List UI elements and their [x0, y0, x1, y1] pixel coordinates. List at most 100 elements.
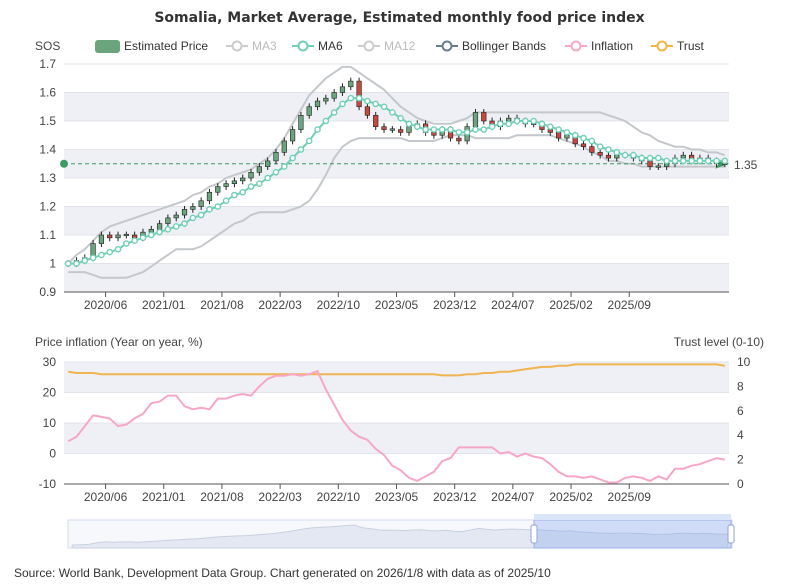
candle-body	[306, 106, 312, 116]
candle-body	[123, 233, 129, 237]
ma6-point	[222, 197, 230, 205]
ma6-point	[64, 260, 72, 267]
bollinger-lower-line	[68, 134, 725, 279]
y-tick-label: 1.5	[39, 114, 56, 128]
y-tick-label-right: 4	[737, 428, 744, 442]
ma6-point	[405, 120, 413, 128]
ma6-point	[704, 157, 712, 165]
candle	[181, 205, 188, 219]
ma6-point	[330, 109, 338, 116]
ma6-point	[247, 183, 255, 190]
candle	[98, 231, 105, 247]
candle-body	[256, 166, 262, 173]
ma6-point	[630, 151, 637, 159]
legend-label: Inflation	[591, 39, 633, 53]
zoom-handle-left[interactable]	[530, 524, 538, 544]
y-tick-label-right: 8	[737, 379, 744, 393]
candle-body	[298, 115, 304, 130]
candle-body	[348, 80, 354, 88]
y-tick-label: 1.1	[39, 228, 56, 242]
legend-item-bollinger-bands[interactable]: Bollinger Bands	[436, 39, 546, 53]
candle-body	[289, 129, 296, 142]
last-price-label: 1.35	[734, 158, 758, 172]
grid-band	[64, 92, 729, 121]
y-tick-label: 1	[49, 257, 56, 271]
y-tick-label-left: 0	[49, 447, 56, 461]
candle-body	[156, 223, 163, 230]
legend-item-ma12[interactable]: MA12	[358, 39, 416, 53]
legend-item-ma3[interactable]: MA3	[226, 39, 277, 53]
x-tick-label: 2025/02	[549, 298, 593, 312]
legend-item-inflation[interactable]: Inflation	[565, 39, 633, 53]
line-circle-icon	[363, 40, 375, 52]
zoom-handle-right[interactable]	[727, 524, 735, 544]
ma6-point	[430, 126, 438, 133]
candle-body	[364, 106, 371, 116]
candle-body	[273, 152, 279, 162]
y-tick-label-right: 0	[737, 477, 744, 491]
legend-item-ma6[interactable]: MA6	[292, 39, 343, 53]
rounded-rect-icon	[95, 40, 120, 53]
ma6-point	[463, 129, 471, 136]
candle	[597, 148, 603, 159]
x-tick-label: 2022/03	[258, 490, 302, 504]
candle-body	[115, 234, 121, 239]
x-tick-label: 2020/06	[84, 490, 128, 504]
ma6-point	[447, 126, 454, 133]
candle	[481, 109, 487, 125]
candle	[265, 157, 271, 171]
ma6-point	[455, 129, 463, 136]
candle	[456, 134, 462, 145]
ma6-point	[546, 123, 554, 130]
ma6-point	[156, 228, 163, 236]
candle	[580, 140, 587, 151]
ma6-point	[114, 245, 122, 253]
data-zoom-slider[interactable]	[67, 514, 735, 549]
candle-body	[481, 112, 487, 122]
x-tick-label: 2025/02	[549, 490, 593, 504]
candle-body	[406, 126, 412, 133]
candle-body	[339, 86, 346, 93]
candle	[281, 137, 287, 156]
zoom-move-bar[interactable]	[534, 514, 731, 520]
candle-body	[190, 206, 196, 210]
candle-body	[181, 209, 188, 216]
x-tick-label: 2022/03	[258, 298, 302, 312]
candle	[589, 143, 595, 156]
y-tick-label-left: 30	[43, 355, 57, 369]
candle-body	[356, 80, 362, 108]
legend-item-trust[interactable]: Trust	[651, 39, 705, 53]
candle	[289, 126, 296, 145]
ma6-point	[139, 234, 147, 242]
ma6-point	[272, 168, 280, 176]
candle	[107, 231, 113, 242]
x-tick-label: 2022/10	[317, 298, 361, 312]
zoom-selection[interactable]	[533, 519, 732, 549]
legend-label: Bollinger Bands	[462, 39, 546, 53]
ma6-point	[596, 143, 604, 150]
y-tick-label-right: 10	[737, 355, 751, 369]
candle-body	[107, 234, 113, 239]
candle	[348, 77, 354, 91]
candle-body	[165, 217, 171, 224]
legend-label: Trust	[677, 39, 705, 53]
ma6-point	[422, 126, 429, 133]
x-tick-label: 2024/07	[491, 298, 535, 312]
candle-body	[555, 132, 562, 139]
candle	[298, 111, 304, 133]
legend-item-estimated-price[interactable]: Estimated Price	[95, 39, 208, 53]
ma6-point	[538, 120, 546, 128]
ma6-point	[206, 206, 213, 213]
candle-body	[198, 200, 204, 207]
ma6-point	[638, 154, 646, 162]
chart-title: Somalia, Market Average, Estimated month…	[154, 10, 644, 26]
source-note: Source: World Bank, Development Data Gro…	[14, 566, 551, 580]
y-tick-label: 1.3	[39, 171, 56, 185]
ma6-point	[256, 180, 263, 187]
x-tick-label: 2021/08	[200, 298, 244, 312]
ma6-point	[522, 117, 529, 125]
candle	[364, 103, 371, 119]
y-tick-label: 1.2	[39, 200, 56, 214]
inflation-panel: -10 0 10 20 30 0 2 4 6 8 10 2020/06 2021/01 2021/08 20…	[39, 355, 751, 504]
